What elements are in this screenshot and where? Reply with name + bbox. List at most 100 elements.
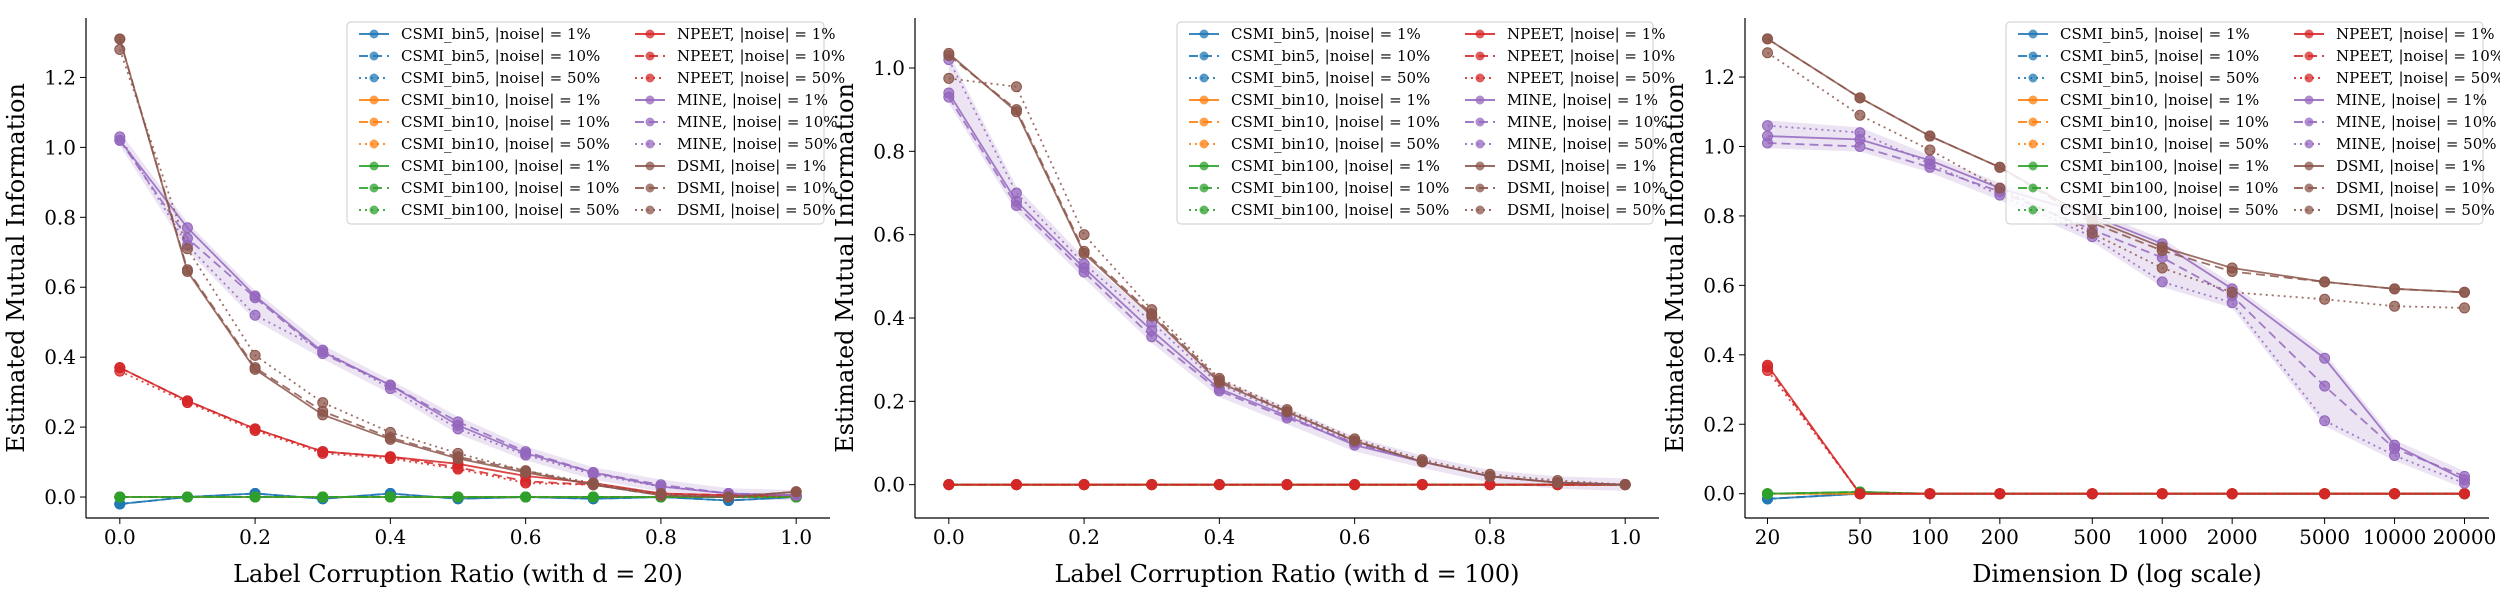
- data-point: [1619, 479, 1631, 491]
- data-point: [2319, 276, 2331, 288]
- data-point: [1078, 479, 1090, 491]
- legend-swatch-marker: [1199, 117, 1209, 127]
- legend-swatch-marker: [645, 73, 655, 83]
- legend-entry-label: DSMI, |noise| = 50%: [1507, 201, 1666, 219]
- panel-2: 0.0 0.2 0.4 0.6 0.8 1.0 0.0 0.2 0.4 0.6 0.8 1.0 Labe…: [831, 18, 1675, 588]
- data-point: [790, 486, 802, 498]
- data-point: [1854, 140, 1866, 152]
- data-point: [384, 491, 396, 503]
- series-csmi-bin5-noise-1: [1762, 488, 2470, 505]
- series-line: [1766, 369, 2465, 495]
- data-point: [114, 131, 126, 143]
- data-point: [452, 491, 464, 503]
- legend-entry-label: MINE, |noise| = 1%: [2336, 91, 2487, 109]
- data-point: [1854, 109, 1866, 121]
- series-line: [948, 77, 1626, 486]
- legend-entry-label: DSMI, |noise| = 10%: [677, 179, 836, 197]
- data-point: [181, 222, 193, 234]
- data-point: [2389, 488, 2401, 500]
- data-point: [2389, 300, 2401, 312]
- legend-swatch-marker: [645, 117, 655, 127]
- data-point: [2156, 488, 2168, 500]
- legend-entry-label: CSMI_bin10, |noise| = 1%: [1231, 91, 1430, 109]
- x-tick-label: 100: [1911, 525, 1949, 549]
- legend-entry-label: NPEET, |noise| = 50%: [2336, 69, 2500, 87]
- y-tick-label: 0.8: [44, 205, 76, 229]
- series-line: [1767, 51, 2465, 309]
- data-point: [2458, 286, 2470, 298]
- legend-entry-label: NPEET, |noise| = 1%: [1507, 25, 1666, 43]
- data-point: [587, 491, 599, 503]
- series-dsmi-noise-50: [1762, 47, 2470, 314]
- legend-entry-label: MINE, |noise| = 10%: [1507, 113, 1668, 131]
- data-point: [2319, 352, 2331, 364]
- data-point: [1762, 120, 1774, 132]
- legend-entry-label: CSMI_bin10, |noise| = 50%: [2060, 135, 2269, 153]
- legend-entry-label: CSMI_bin100, |noise| = 50%: [1231, 201, 1449, 219]
- data-point: [114, 491, 126, 503]
- legend-swatch-marker: [2028, 95, 2038, 105]
- legend-entry-label: DSMI, |noise| = 50%: [2336, 201, 2495, 219]
- x-tick-label: 1.0: [780, 525, 812, 549]
- legend-entry-label: DSMI, |noise| = 1%: [1507, 157, 1656, 175]
- data-point: [1924, 158, 1936, 170]
- legend-entry-label: CSMI_bin10, |noise| = 50%: [401, 135, 610, 153]
- data-point: [452, 463, 464, 475]
- legend-entry-label: NPEET, |noise| = 1%: [677, 25, 836, 43]
- data-point: [181, 264, 193, 276]
- legend-swatch-marker: [1199, 29, 1209, 39]
- legend-frame: [1176, 21, 1654, 225]
- series-line: [118, 49, 797, 498]
- legend-entry-label: CSMI_bin10, |noise| = 10%: [2060, 113, 2269, 131]
- data-point: [452, 423, 464, 435]
- legend-entry-label: CSMI_bin5, |noise| = 10%: [2060, 47, 2259, 65]
- data-point: [2458, 488, 2470, 500]
- data-point: [1078, 258, 1090, 270]
- data-point: [1078, 245, 1090, 257]
- legend-swatch-marker: [1199, 51, 1209, 61]
- data-point: [317, 491, 329, 503]
- legend-swatch-marker: [1199, 161, 1209, 171]
- legend-swatch-marker: [1199, 183, 1209, 193]
- legend-swatch-marker: [645, 183, 655, 193]
- y-axis-label: Estimated Mutual Information: [2, 83, 30, 453]
- data-point: [943, 479, 955, 491]
- x-tick-label: 0.0: [104, 525, 136, 549]
- legend-swatch-marker: [2028, 73, 2038, 83]
- y-tick-label: 1.2: [1703, 65, 1735, 89]
- data-point: [520, 477, 532, 489]
- x-tick-label: 2000: [2207, 525, 2258, 549]
- legend: CSMI_bin5, |noise| = 1% CSMI_bin5, |noise…: [1176, 21, 1675, 225]
- data-point: [943, 72, 955, 84]
- data-point: [452, 447, 464, 459]
- legend-swatch-marker: [2304, 139, 2314, 149]
- y-tick-label: 0.6: [44, 275, 76, 299]
- legend-entry-label: CSMI_bin5, |noise| = 1%: [1231, 25, 1421, 43]
- series-line: [1767, 142, 2465, 478]
- legend-entry-label: MINE, |noise| = 10%: [2336, 113, 2497, 131]
- legend-swatch-marker: [2028, 29, 2038, 39]
- data-point: [2226, 488, 2238, 500]
- y-tick-label: 0.6: [1703, 273, 1735, 297]
- legend-swatch-marker: [2304, 51, 2314, 61]
- data-point: [723, 491, 735, 503]
- legend-entry-label: CSMI_bin100, |noise| = 10%: [2060, 179, 2278, 197]
- legend-entry-label: CSMI_bin10, |noise| = 1%: [2060, 91, 2259, 109]
- legend-entry-label: CSMI_bin5, |noise| = 50%: [2060, 69, 2259, 87]
- legend-entry-label: CSMI_bin10, |noise| = 50%: [1231, 135, 1440, 153]
- data-point: [2458, 302, 2470, 314]
- data-point: [2086, 227, 2098, 239]
- legend-entry-label: DSMI, |noise| = 10%: [1507, 179, 1666, 197]
- legend-swatch-marker: [2304, 183, 2314, 193]
- data-point: [181, 397, 193, 409]
- y-axis-label: Estimated Mutual Information: [831, 83, 859, 453]
- legend-entry-label: MINE, |noise| = 1%: [677, 91, 828, 109]
- legend-swatch-marker: [645, 205, 655, 215]
- legend-swatch-marker: [645, 139, 655, 149]
- data-point: [2319, 488, 2331, 500]
- legend-entry-label: MINE, |noise| = 10%: [677, 113, 838, 131]
- y-tick-label: 0.8: [1703, 204, 1735, 228]
- data-point: [1213, 479, 1225, 491]
- legend-swatch-marker: [369, 161, 379, 171]
